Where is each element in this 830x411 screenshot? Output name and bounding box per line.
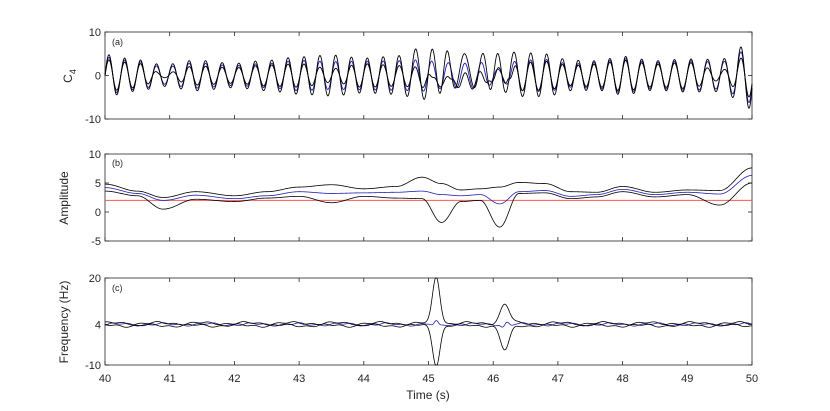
panel-b-yticks: -5 0 5 10 — [89, 149, 752, 248]
xtick-label: 48 — [616, 373, 628, 385]
xtick-label: 45 — [422, 373, 434, 385]
panel-a-ytick-label: 10 — [89, 27, 101, 39]
panel-c-ytick-label: 4 — [95, 319, 101, 331]
panel-b-series-median-amplitude — [105, 175, 753, 205]
panel-b-ytick-label: 10 — [89, 149, 101, 161]
xtick-label: 42 — [228, 373, 240, 385]
panel-b-series-upper-bound — [105, 167, 753, 198]
panel-b-ylabel: Amplitude — [57, 171, 71, 225]
xtick-label: 40 — [99, 373, 111, 385]
panel-b-label: (b) — [112, 158, 123, 168]
panel-a-ylabel-main: C — [61, 74, 75, 83]
panel-a-ytick-label: -10 — [85, 114, 101, 126]
panel-b-ytick-label: 5 — [95, 178, 101, 190]
panel-c-ylabel: Frequency (Hz) — [57, 281, 71, 364]
panel-b-ytick-label: 0 — [95, 207, 101, 219]
panel-c-label: (c) — [112, 283, 123, 293]
panel-a: (a) -10 0 10 C4 — [61, 27, 753, 126]
panel-c-series-upper-bound — [104, 277, 753, 326]
panel-a-series-upper-bound — [104, 46, 753, 109]
panel-c-ytick-label: 20 — [89, 273, 101, 285]
panel-c-xticks: 40 41 42 43 44 45 46 47 48 49 50 — [99, 32, 758, 385]
panel-a-ytick-label: 0 — [95, 71, 101, 83]
panel-b-series — [105, 167, 753, 228]
panel-b-series-lower-bound — [105, 182, 753, 228]
panel-b: (b) -5 0 5 10 Amplitude — [57, 149, 753, 248]
panel-b-ytick-label: -5 — [91, 236, 101, 248]
xtick-label: 44 — [358, 373, 370, 385]
panel-c-ytick-label: -10 — [85, 360, 101, 372]
panel-a-label: (a) — [112, 37, 123, 47]
xtick-label: 47 — [552, 373, 564, 385]
panel-c-yticks: -10 4 20 — [85, 273, 752, 372]
panel-a-yticks: -10 0 10 — [85, 27, 752, 126]
xtick-label: 46 — [487, 373, 499, 385]
panel-a-ylabel: C4 — [61, 69, 78, 83]
xtick-label: 41 — [164, 373, 176, 385]
xtick-label: 49 — [681, 373, 693, 385]
panel-a-series — [104, 46, 753, 109]
panel-c-frame — [104, 277, 753, 366]
xtick-label: 43 — [293, 373, 305, 385]
panel-c-series-lower-bound — [104, 323, 753, 366]
x-axis-label: Time (s) — [406, 388, 450, 402]
xtick-label: 50 — [746, 373, 758, 385]
panel-a-series-lower-bound — [104, 57, 753, 98]
panel-c-series — [104, 277, 753, 366]
panel-a-ylabel-sub: 4 — [68, 69, 78, 74]
panel-b-frame — [104, 153, 753, 242]
